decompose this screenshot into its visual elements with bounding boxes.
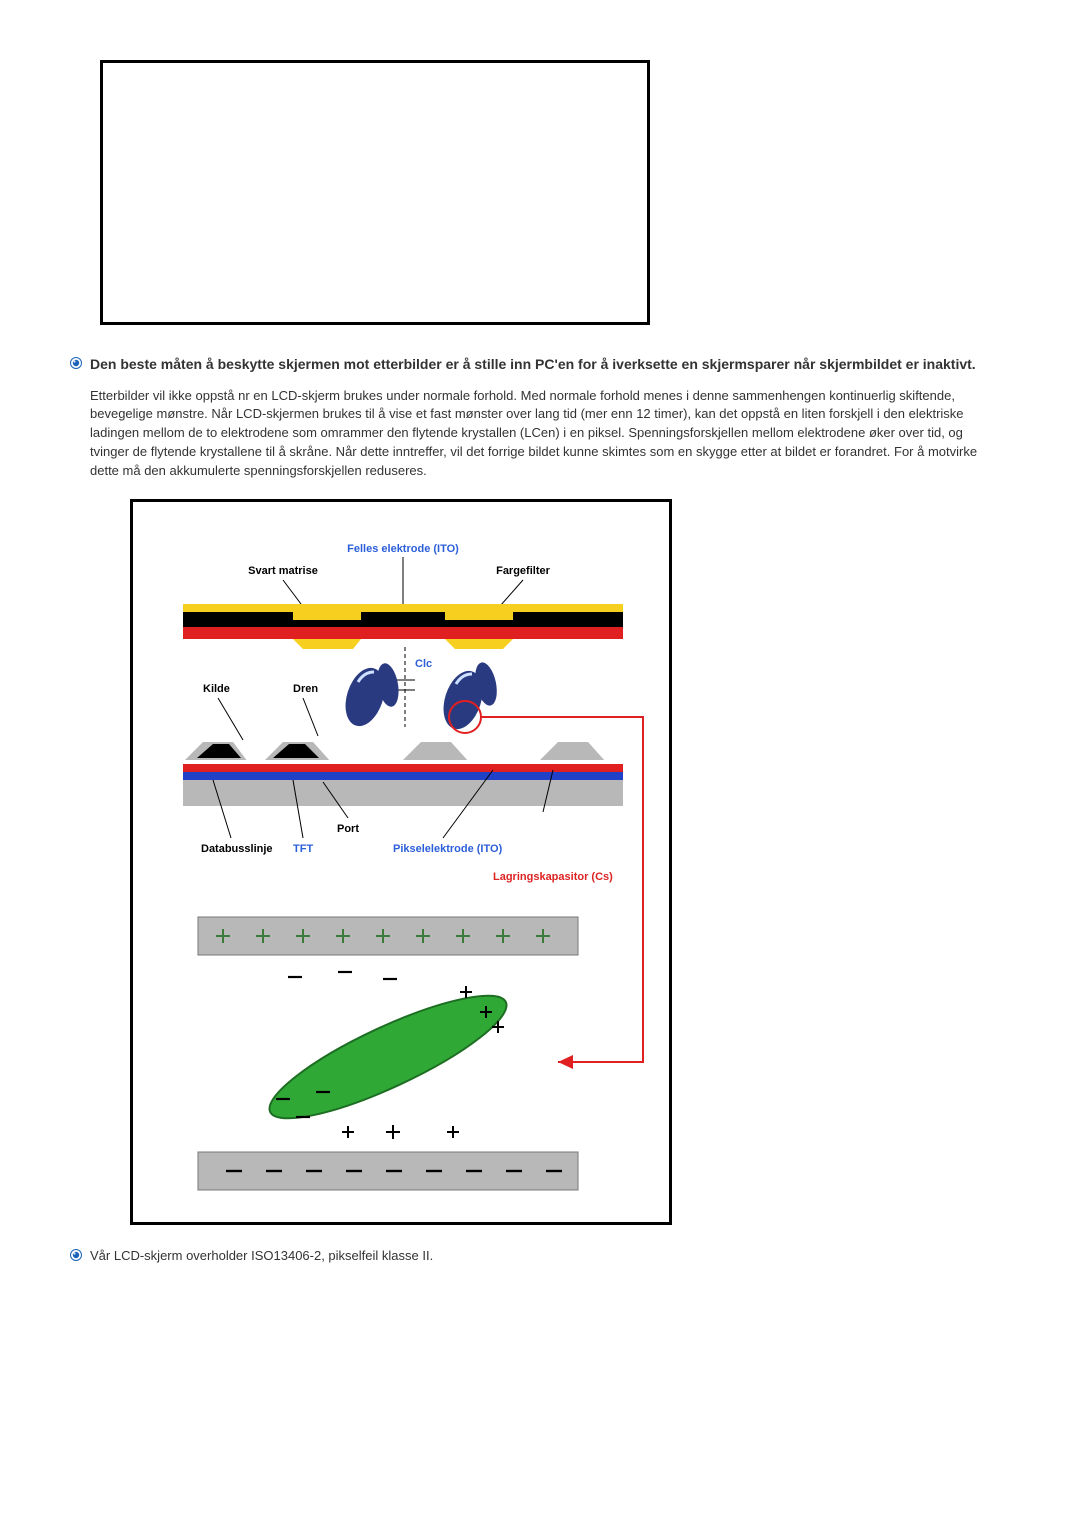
svg-text:Pikselelektrode (ITO): Pikselelektrode (ITO) [393, 843, 503, 855]
svg-text:Kilde: Kilde [203, 683, 230, 695]
section-body: Etterbilder vil ikke oppstå nr en LCD-sk… [90, 387, 1000, 481]
svg-text:Clc: Clc [415, 658, 432, 670]
svg-text:Svart matrise: Svart matrise [248, 565, 318, 577]
svg-text:Felles elektrode (ITO): Felles elektrode (ITO) [347, 543, 459, 555]
lcd-cross-section-diagram: Felles elektrode (ITO) Svart matrise Far… [143, 512, 663, 1212]
svg-text:Dren: Dren [293, 683, 318, 695]
svg-text:Port: Port [337, 823, 359, 835]
svg-text:Fargefilter: Fargefilter [496, 565, 551, 577]
svg-text:Databusslinje: Databusslinje [201, 843, 273, 855]
section-heading: Den beste måten å beskytte skjermen mot … [90, 355, 1000, 375]
iso-text: Vår LCD-skjerm overholder ISO13406-2, pi… [90, 1247, 1000, 1266]
bullet-icon [70, 1247, 90, 1261]
section-screensaver: Den beste måten å beskytte skjermen mot … [70, 355, 1000, 1239]
upper-empty-frame [100, 60, 650, 325]
section-iso: Vår LCD-skjerm overholder ISO13406-2, pi… [70, 1247, 1000, 1284]
svg-text:Lagringskapasitor (Cs): Lagringskapasitor (Cs) [493, 871, 613, 883]
bullet-icon [70, 355, 90, 369]
lcd-diagram-frame: Felles elektrode (ITO) Svart matrise Far… [130, 499, 672, 1225]
svg-text:TFT: TFT [293, 843, 313, 855]
